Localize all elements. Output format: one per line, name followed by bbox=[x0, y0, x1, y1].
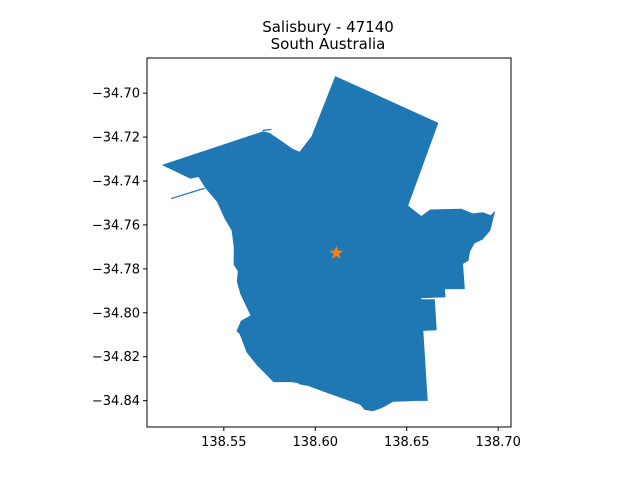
plot-frame bbox=[146, 57, 512, 428]
marker-layer bbox=[329, 245, 344, 260]
x-tick-label: 138.55 bbox=[201, 435, 247, 450]
y-tick-label: −34.82 bbox=[92, 350, 140, 365]
chart-title-line-1: Salisbury - 47140 bbox=[262, 18, 394, 36]
chart-title-line-2: South Australia bbox=[271, 35, 386, 53]
region-polygon bbox=[162, 76, 495, 412]
y-tick-label: −34.72 bbox=[92, 131, 140, 146]
y-tick-label: −34.76 bbox=[92, 218, 140, 233]
y-tick-label: −34.84 bbox=[92, 394, 140, 409]
x-tick-label: 138.60 bbox=[293, 435, 339, 450]
region-boundary-spur bbox=[262, 128, 272, 132]
x-axis: 138.55 138.60 138.65 138.70 bbox=[201, 427, 521, 450]
x-tick-label: 138.70 bbox=[475, 435, 521, 450]
region-boundary-spur bbox=[298, 382, 308, 386]
y-tick-label: −34.70 bbox=[92, 87, 140, 102]
y-tick-label: −34.80 bbox=[92, 306, 140, 321]
map-layer bbox=[162, 76, 495, 412]
y-tick-label: −34.78 bbox=[92, 262, 140, 277]
y-axis: −34.70 −34.72 −34.74 −34.76 −34.78 −34.80 −34.… bbox=[92, 87, 147, 409]
x-tick-label: 138.65 bbox=[384, 435, 430, 450]
y-tick-label: −34.74 bbox=[92, 175, 140, 190]
region-boundary-spur bbox=[170, 187, 205, 200]
centroid-star-marker bbox=[329, 245, 344, 260]
